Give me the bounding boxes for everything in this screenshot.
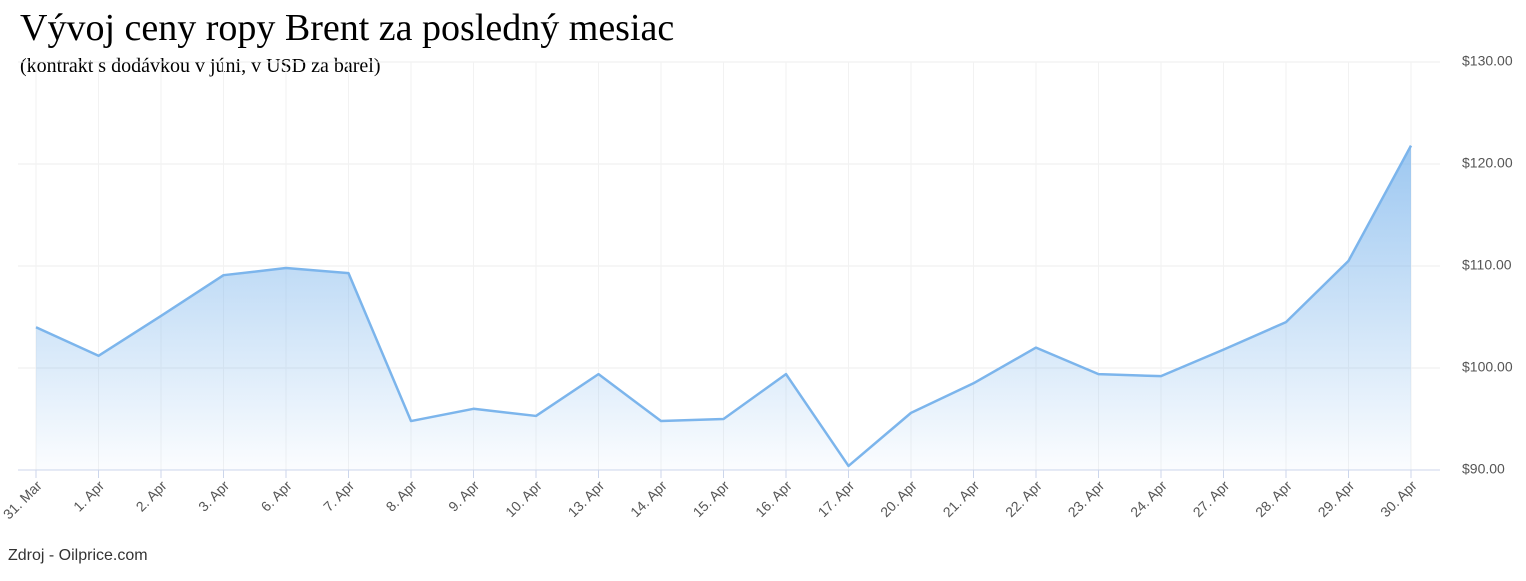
x-tick-label: 7. Apr [320, 477, 357, 514]
x-tick-label: 17. Apr [815, 477, 858, 520]
x-tick-label: 27. Apr [1190, 477, 1233, 520]
y-tick-label: $130.00 [1462, 53, 1513, 69]
x-tick-label: 22. Apr [1002, 477, 1045, 520]
chart-subtitle: (kontrakt s dodávkou v júni, v USD za ba… [20, 55, 380, 77]
y-tick-label: $90.00 [1462, 461, 1505, 477]
x-tick-label: 2. Apr [133, 477, 170, 514]
y-tick-label: $100.00 [1462, 359, 1513, 375]
x-tick-label: 31. Mar [0, 477, 45, 522]
chart-title: Vývoj ceny ropy Brent za posledný mesiac [20, 7, 674, 49]
x-tick-label: 29. Apr [1315, 477, 1358, 520]
x-tick-label: 9. Apr [445, 477, 482, 514]
x-tick-label: 24. Apr [1127, 477, 1170, 520]
y-tick-label: $120.00 [1462, 155, 1513, 171]
x-tick-label: 20. Apr [877, 477, 920, 520]
line [35, 145, 1413, 468]
x-tick-label: 28. Apr [1252, 477, 1295, 520]
x-tick-label: 1. Apr [70, 477, 107, 514]
y-tick-label: $110.00 [1462, 257, 1512, 273]
x-tick-label: 16. Apr [752, 477, 795, 520]
x-tick-label: 13. Apr [565, 477, 608, 520]
x-tick-label: 10. Apr [502, 477, 545, 520]
x-tick-label: 3. Apr [195, 477, 232, 514]
x-tick-label: 8. Apr [383, 477, 420, 514]
x-tick-label: 6. Apr [258, 477, 295, 514]
x-tick-label: 30. Apr [1377, 477, 1420, 520]
x-tick-label: 23. Apr [1065, 477, 1108, 520]
x-tick-label: 15. Apr [690, 477, 733, 520]
x-tick-label: 14. Apr [627, 477, 670, 520]
source: Zdroj - Oilprice.com [8, 547, 148, 564]
area-fill [36, 145, 1411, 470]
x-tick-label: 21. Apr [940, 477, 983, 520]
